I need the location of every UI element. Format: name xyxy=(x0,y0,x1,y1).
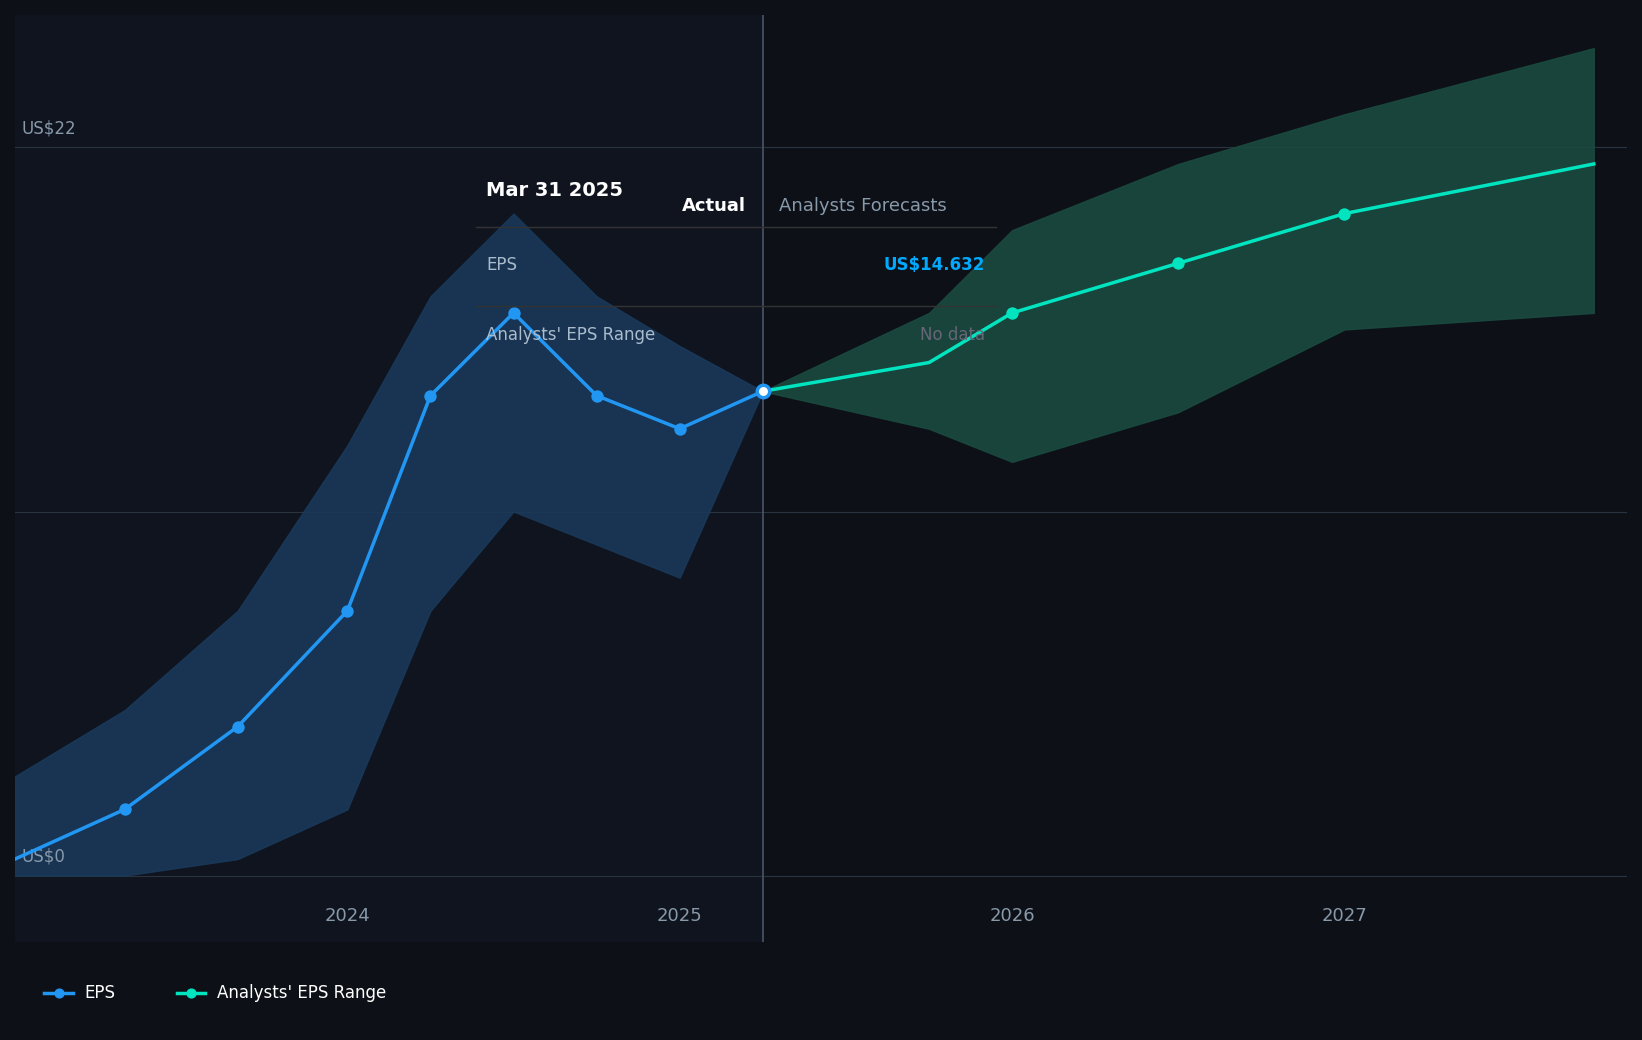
Point xyxy=(583,387,609,404)
Text: US$0: US$0 xyxy=(21,848,66,865)
Text: 2027: 2027 xyxy=(1322,907,1368,926)
Point xyxy=(335,602,361,619)
Text: No data: No data xyxy=(920,327,985,344)
Text: 2026: 2026 xyxy=(988,907,1034,926)
Text: Actual: Actual xyxy=(681,197,745,215)
Text: Analysts Forecasts: Analysts Forecasts xyxy=(780,197,947,215)
Text: US$22: US$22 xyxy=(21,120,76,137)
Point xyxy=(1166,255,1192,271)
Point xyxy=(417,387,443,404)
Text: Analysts' EPS Range: Analysts' EPS Range xyxy=(486,327,655,344)
Text: Analysts' EPS Range: Analysts' EPS Range xyxy=(217,984,386,1003)
Point xyxy=(501,305,527,321)
Point xyxy=(667,420,693,437)
Text: US$14.632: US$14.632 xyxy=(883,256,985,275)
Point xyxy=(1332,205,1358,222)
Text: 2024: 2024 xyxy=(325,907,369,926)
Text: EPS: EPS xyxy=(85,984,115,1003)
Point xyxy=(998,305,1025,321)
Point xyxy=(542,654,568,671)
Bar xyxy=(15,15,764,942)
Point xyxy=(225,719,251,735)
Text: 2025: 2025 xyxy=(657,907,703,926)
Point xyxy=(750,383,777,399)
Text: Mar 31 2025: Mar 31 2025 xyxy=(486,181,624,200)
Text: EPS: EPS xyxy=(486,256,517,275)
Point xyxy=(112,801,138,817)
